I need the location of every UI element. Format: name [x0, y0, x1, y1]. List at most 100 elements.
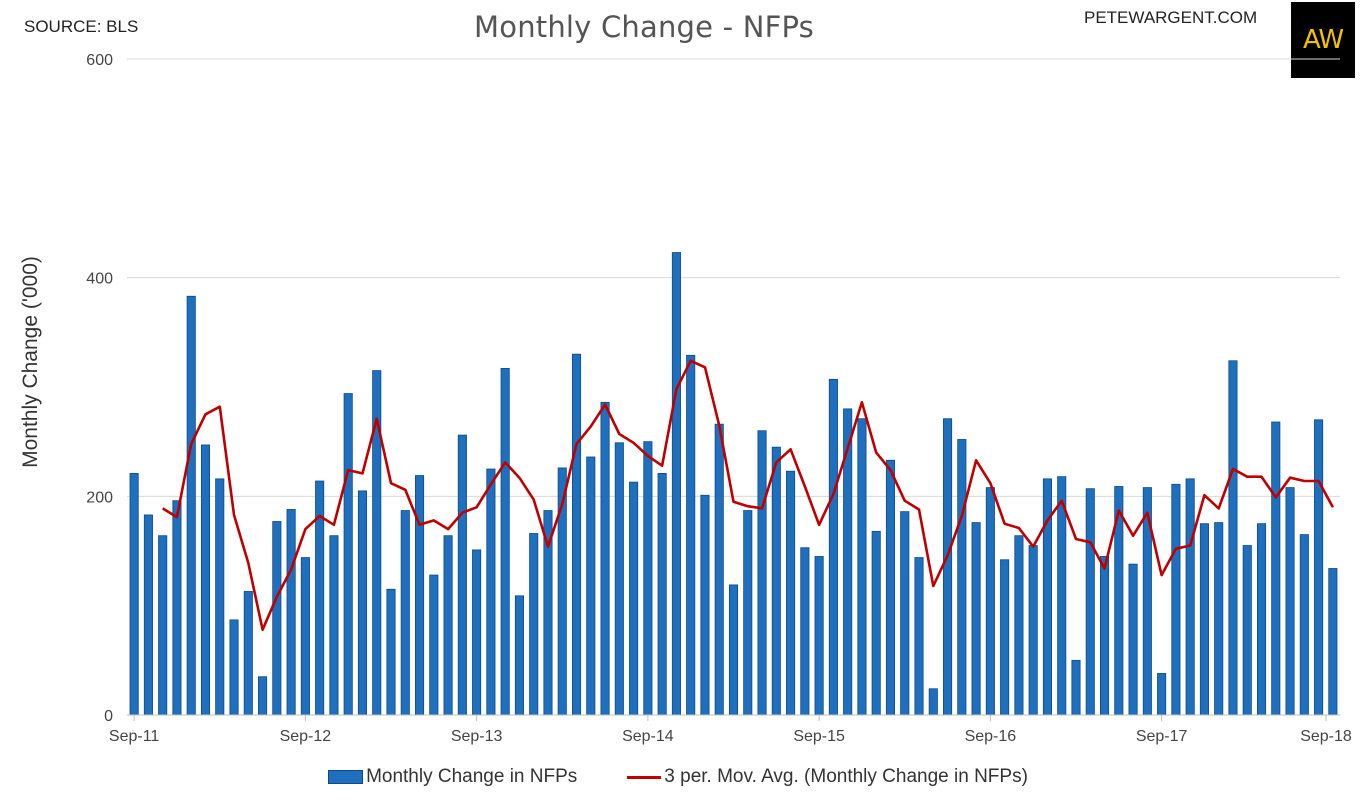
x-tick-label: Sep-13	[451, 728, 503, 745]
bar	[871, 530, 881, 716]
bar	[928, 688, 938, 716]
bar	[1299, 534, 1309, 716]
bar	[286, 509, 296, 716]
bar	[943, 418, 953, 716]
y-tick-label: 600	[86, 52, 113, 69]
bar	[828, 378, 838, 716]
bar	[700, 494, 710, 716]
bar	[443, 535, 453, 716]
bar	[1085, 488, 1095, 716]
bar	[1285, 487, 1295, 716]
bar	[429, 574, 439, 716]
bar	[800, 547, 810, 716]
bar	[400, 510, 410, 716]
bar-series	[129, 252, 1338, 716]
bar	[714, 423, 724, 716]
bar	[814, 556, 824, 716]
bar	[985, 487, 995, 716]
bar	[657, 472, 667, 716]
moving-average-series	[162, 359, 1335, 631]
bar	[586, 456, 596, 716]
bar	[1328, 568, 1338, 716]
bar	[857, 418, 867, 716]
bar	[600, 401, 610, 716]
bar	[1171, 483, 1181, 716]
y-tick-label: 400	[86, 271, 113, 288]
bar	[215, 478, 225, 716]
bar	[1128, 563, 1138, 716]
bar	[472, 549, 482, 716]
bar	[386, 588, 396, 716]
legend-swatch-bar	[328, 770, 364, 784]
bar	[1199, 523, 1209, 716]
legend-label-bars: Monthly Change in NFPs	[366, 766, 578, 787]
bar	[514, 595, 524, 716]
bar	[300, 557, 310, 716]
bar	[1099, 556, 1110, 716]
legend: Monthly Change in NFPs 3 per. Mov. Avg. …	[0, 763, 1368, 791]
legend-item-line: 3 per. Mov. Avg. (Monthly Change in NFPs…	[589, 766, 1028, 788]
bar	[457, 434, 467, 716]
bar	[786, 470, 796, 716]
legend-swatch-line	[627, 775, 662, 779]
bar	[172, 500, 182, 716]
bar	[415, 475, 425, 716]
bar	[743, 510, 753, 716]
bar	[757, 430, 767, 716]
bar	[129, 472, 139, 716]
bar	[243, 591, 253, 716]
y-tick-label: 200	[86, 489, 113, 506]
x-tick-label: Sep-14	[622, 728, 674, 745]
bar	[1314, 419, 1324, 716]
bar	[272, 521, 282, 716]
bar	[1271, 421, 1281, 716]
logo-text: AW	[1302, 25, 1344, 55]
y-tick-labels: 0 200 400 600	[86, 52, 113, 725]
bar	[686, 354, 696, 716]
bar	[1071, 659, 1081, 716]
bar	[971, 522, 981, 716]
y-tick-label: 0	[104, 708, 113, 725]
chart-title: Monthly Change - NFPs	[474, 10, 814, 44]
bar	[343, 393, 353, 716]
bar	[143, 514, 153, 716]
legend-label-line: 3 per. Mov. Avg. (Monthly Change in NFPs…	[664, 766, 1028, 787]
bar	[900, 511, 910, 716]
x-tick-label: Sep-15	[793, 728, 845, 745]
bar	[671, 252, 681, 716]
bar	[500, 368, 510, 716]
bar	[200, 444, 211, 716]
source-label: SOURCE: BLS	[24, 17, 139, 36]
bar	[1028, 545, 1038, 716]
bar	[629, 481, 639, 716]
x-tick-label: Sep-12	[280, 728, 332, 745]
bar	[1185, 478, 1195, 716]
bar	[771, 446, 781, 716]
bar	[258, 676, 268, 716]
bar	[486, 468, 496, 716]
bar	[571, 353, 582, 716]
bar	[643, 441, 653, 716]
x-axis: Sep-11 Sep-12 Sep-13 Sep-14 Sep-15 Sep-16 Sep-…	[109, 714, 1352, 745]
x-tick-label: Sep-11	[109, 728, 160, 745]
site-url: PETEWARGENT.COM	[1084, 8, 1258, 27]
bar	[158, 535, 168, 716]
bar	[1014, 535, 1024, 716]
bar	[914, 557, 924, 716]
legend-item-bars: Monthly Change in NFPs	[328, 766, 577, 788]
x-tick-label: Sep-17	[1136, 728, 1188, 745]
bar	[1157, 673, 1167, 716]
bar	[1228, 360, 1238, 716]
x-tick-label: Sep-16	[965, 728, 1017, 745]
bar	[1214, 522, 1224, 716]
bar	[1242, 545, 1252, 716]
bar	[885, 459, 896, 716]
bar	[529, 533, 539, 716]
bar	[1057, 476, 1067, 716]
moving-average-line	[162, 359, 1335, 631]
gridlines	[127, 58, 1340, 497]
bar	[1000, 559, 1010, 716]
bar	[329, 535, 339, 716]
bar	[957, 439, 967, 716]
